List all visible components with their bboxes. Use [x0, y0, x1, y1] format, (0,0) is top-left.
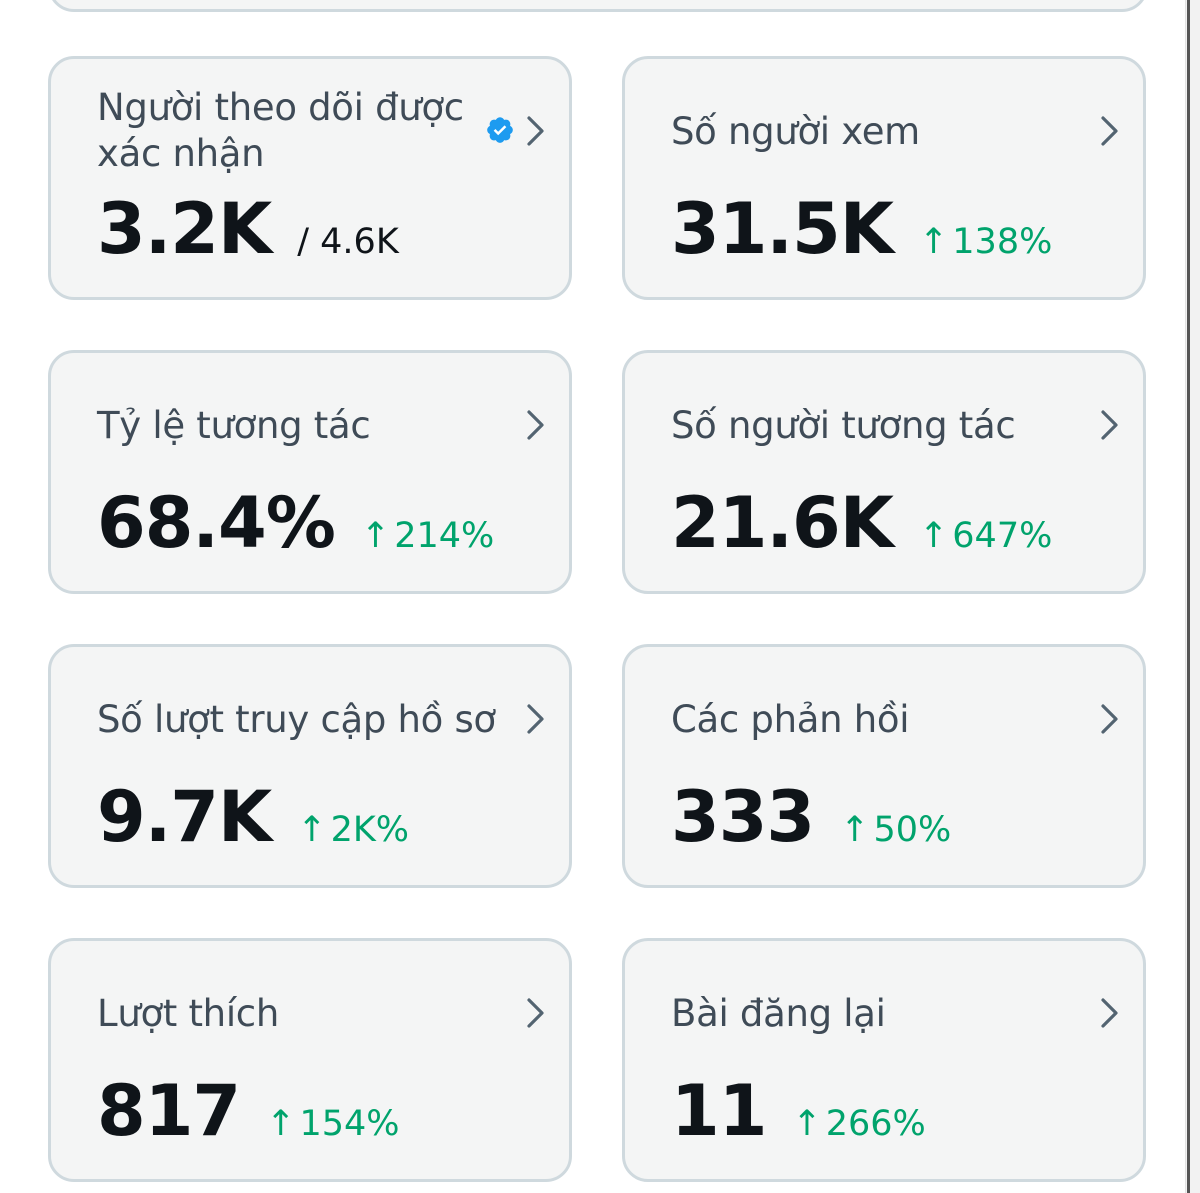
metric-value: 21.6K [671, 482, 894, 564]
card-label: Số người xem [671, 110, 920, 153]
card-viewers[interactable]: Số người xem 31.5K ↑ 138% [622, 56, 1146, 300]
metric-change: ↑ 154% [266, 1104, 399, 1144]
card-replies[interactable]: Các phản hồi 333 ↑ 50% [622, 644, 1146, 888]
card-label: Tỷ lệ tương tác [97, 404, 371, 447]
metric-value: 31.5K [671, 188, 894, 270]
change-value: 154% [299, 1104, 400, 1144]
metric-change: ↑ 50% [840, 810, 951, 850]
card-engagement-rate[interactable]: Tỷ lệ tương tác 68.4% ↑ 214% [48, 350, 572, 594]
verified-badge-icon [487, 117, 513, 143]
metric-value: 9.7K [97, 776, 272, 858]
chevron-right-icon [527, 704, 544, 734]
metric-value: 3.2K [97, 188, 272, 270]
metric-change: ↑ 647% [919, 516, 1052, 556]
chevron-right-icon [1101, 116, 1118, 146]
metric-row: 817 ↑ 154% [97, 1071, 400, 1151]
chevron-right-icon [527, 998, 544, 1028]
chevron-right-icon [1101, 998, 1118, 1028]
previous-card-edge [48, 0, 1148, 12]
scrollbar-edge [1187, 0, 1190, 1193]
change-value: 2K% [330, 810, 410, 850]
card-verified-followers[interactable]: Người theo dõi được xác nhận 3.2K / 4.6K [48, 56, 572, 300]
metric-row: 11 ↑ 266% [671, 1071, 926, 1151]
metric-value: 11 [671, 1070, 767, 1152]
card-label: Bài đăng lại [671, 992, 886, 1035]
metric-row: 333 ↑ 50% [671, 777, 951, 857]
arrow-up-icon: ↑ [918, 516, 949, 556]
arrow-up-icon: ↑ [266, 1104, 296, 1144]
metric-change: ↑ 138% [919, 222, 1052, 262]
chevron-right-icon [1101, 704, 1118, 734]
card-profile-visits[interactable]: Số lượt truy cập hồ sơ 9.7K ↑ 2K% [48, 644, 572, 888]
chevron-right-icon [527, 116, 544, 146]
card-engaged-users[interactable]: Số người tương tác 21.6K ↑ 647% [622, 350, 1146, 594]
arrow-up-icon: ↑ [792, 1104, 822, 1144]
card-label: Các phản hồi [671, 698, 910, 741]
change-value: 266% [825, 1104, 926, 1144]
card-likes[interactable]: Lượt thích 817 ↑ 154% [48, 938, 572, 1182]
arrow-up-icon: ↑ [297, 810, 327, 850]
change-value: 647% [952, 516, 1053, 556]
metric-value: 333 [671, 776, 815, 858]
metric-value: 817 [97, 1070, 241, 1152]
arrow-up-icon: ↑ [360, 516, 391, 556]
change-value: 138% [952, 222, 1053, 262]
chevron-right-icon [527, 410, 544, 440]
metric-change: ↑ 266% [792, 1104, 925, 1144]
card-label: Lượt thích [97, 992, 280, 1035]
card-reposts[interactable]: Bài đăng lại 11 ↑ 266% [622, 938, 1146, 1182]
metric-row: 21.6K ↑ 647% [671, 483, 1052, 563]
chevron-right-icon [1101, 410, 1118, 440]
card-label: Người theo dõi được xác nhận [97, 86, 464, 175]
metric-change: ↑ 2K% [297, 810, 409, 850]
change-value: 214% [394, 516, 495, 556]
card-label: Số người tương tác [671, 404, 1016, 447]
metric-row: 31.5K ↑ 138% [671, 189, 1052, 269]
metric-change: ↑ 214% [361, 516, 494, 556]
arrow-up-icon: ↑ [918, 222, 949, 262]
metric-row: 9.7K ↑ 2K% [97, 777, 409, 857]
metric-row: 3.2K / 4.6K [97, 189, 399, 269]
card-label: Số lượt truy cập hồ sơ [97, 698, 496, 741]
change-value: 50% [873, 810, 952, 850]
arrow-up-icon: ↑ [840, 810, 870, 850]
metric-value: 68.4% [97, 482, 336, 564]
metric-row: 68.4% ↑ 214% [97, 483, 494, 563]
metric-total: / 4.6K [297, 222, 399, 262]
